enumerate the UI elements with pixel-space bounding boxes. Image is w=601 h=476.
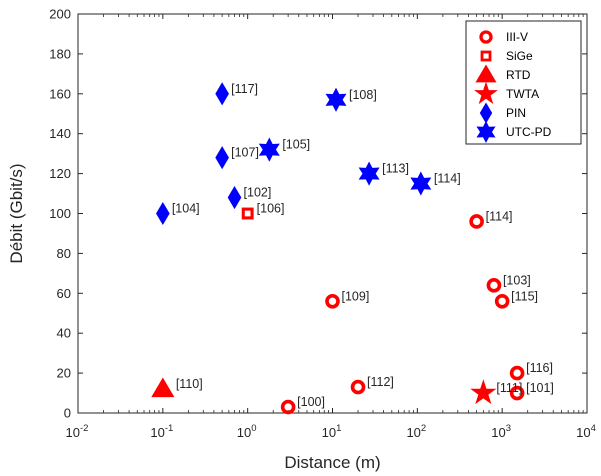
- data-point: [358, 161, 380, 186]
- data-point: [470, 379, 497, 405]
- data-point: [151, 377, 175, 398]
- data-point: [469, 214, 484, 229]
- data-point: [156, 201, 170, 226]
- data-point-label: [114]: [434, 172, 461, 186]
- data-point-label: [113]: [382, 162, 409, 176]
- data-point: [494, 293, 510, 309]
- data-point-label: [116]: [526, 361, 553, 375]
- legend-label: PIN: [506, 106, 526, 120]
- data-point: [350, 379, 366, 395]
- y-tick-label: 80: [57, 246, 71, 261]
- y-tick-label: 0: [64, 406, 71, 421]
- y-tick-label: 40: [57, 326, 71, 341]
- x-tick-label-exponent: 4: [591, 423, 596, 434]
- x-tick-label: 10-1: [150, 423, 173, 440]
- data-point: [280, 399, 296, 415]
- data-point-label: [117]: [231, 82, 258, 96]
- x-axis-ticks: 10-2 10-1 100 101 102 103 104: [66, 14, 596, 440]
- data-point: [486, 278, 502, 293]
- x-tick-label: 101: [322, 423, 342, 440]
- data-point: [509, 385, 525, 401]
- legend-label: III-V: [506, 30, 528, 44]
- data-point: [325, 87, 347, 112]
- legend-marker: [480, 50, 492, 62]
- legend-label: SiGe: [506, 49, 533, 63]
- x-tick-label-exponent: -1: [165, 423, 173, 434]
- data-point: [215, 82, 229, 106]
- legend-marker: [475, 64, 497, 83]
- data-point: [325, 293, 340, 309]
- y-axis-ticks: 0 20 40 60 80 100 120 140 160 180 200: [49, 7, 587, 421]
- x-tick-label: 103: [491, 423, 511, 440]
- data-point-label: [104]: [172, 202, 200, 216]
- y-tick-label: 200: [49, 7, 71, 22]
- legend-label: RTD: [506, 68, 531, 82]
- data-point: [258, 137, 280, 162]
- data-point-label: [102]: [244, 186, 272, 200]
- data-point-label: [107]: [231, 146, 259, 160]
- legend-items: III-V SiGe RTD TWTA PIN UTC-PD: [474, 30, 552, 143]
- data-point: [410, 171, 432, 196]
- data-point-label: [106]: [257, 202, 285, 216]
- x-tick-label: 10-2: [66, 423, 89, 440]
- y-tick-label: 160: [49, 86, 71, 101]
- data-point-label: [100]: [297, 395, 325, 409]
- legend-label: TWTA: [506, 87, 539, 101]
- x-tick-label: 100: [237, 423, 257, 440]
- x-tick-label-exponent: 2: [421, 423, 426, 434]
- data-point: [241, 207, 254, 220]
- data-points: [151, 82, 525, 415]
- data-point-label: [108]: [349, 88, 377, 102]
- x-tick-label-base: 10: [491, 425, 505, 440]
- data-point: [215, 146, 229, 170]
- x-axis-title: Distance (m): [284, 453, 380, 472]
- x-tick-label-base: 10: [150, 425, 164, 440]
- x-tick-label-base: 10: [406, 425, 420, 440]
- legend-marker: [479, 30, 493, 44]
- y-axis-title: Débit (Gbit/s): [7, 163, 26, 263]
- legend: III-V SiGe RTD TWTA PIN UTC-PD: [465, 20, 582, 145]
- x-tick-label-exponent: 0: [251, 423, 256, 434]
- y-tick-label: 140: [49, 126, 71, 141]
- legend-marker: [476, 121, 496, 143]
- data-point-label: [111]: [496, 381, 522, 395]
- data-point-label: [112]: [367, 375, 394, 389]
- legend-label: UTC-PD: [506, 125, 552, 139]
- y-tick-label: 100: [49, 206, 71, 221]
- data-point-labels: [100] [101] [103] [109] [112] [114] [115] [116]…: [172, 82, 554, 409]
- data-point-label: [105]: [282, 138, 310, 152]
- data-point: [227, 185, 242, 210]
- data-point-label: [101]: [526, 381, 554, 395]
- data-point-label: [103]: [503, 273, 531, 287]
- legend-marker: [479, 102, 493, 124]
- x-tick-label-exponent: 1: [336, 423, 341, 434]
- x-tick-label-base: 10: [576, 425, 590, 440]
- data-point-label: [110]: [176, 377, 203, 391]
- x-tick-label-exponent: -2: [80, 423, 88, 434]
- x-tick-label: 104: [576, 423, 596, 440]
- data-point: [509, 365, 525, 381]
- x-tick-label-exponent: 3: [506, 423, 511, 434]
- x-tick-label-base: 10: [322, 425, 336, 440]
- data-point-label: [109]: [342, 289, 370, 303]
- x-tick-label-base: 10: [237, 425, 251, 440]
- y-tick-label: 20: [57, 366, 71, 381]
- y-tick-label: 60: [57, 286, 71, 301]
- data-point-label: [114]: [486, 209, 513, 223]
- y-tick-label: 120: [49, 166, 71, 181]
- x-tick-label: 102: [406, 423, 426, 440]
- y-tick-label: 180: [49, 46, 71, 61]
- x-tick-label-base: 10: [66, 425, 80, 440]
- data-point-label: [115]: [511, 289, 538, 303]
- legend-marker: [474, 81, 498, 105]
